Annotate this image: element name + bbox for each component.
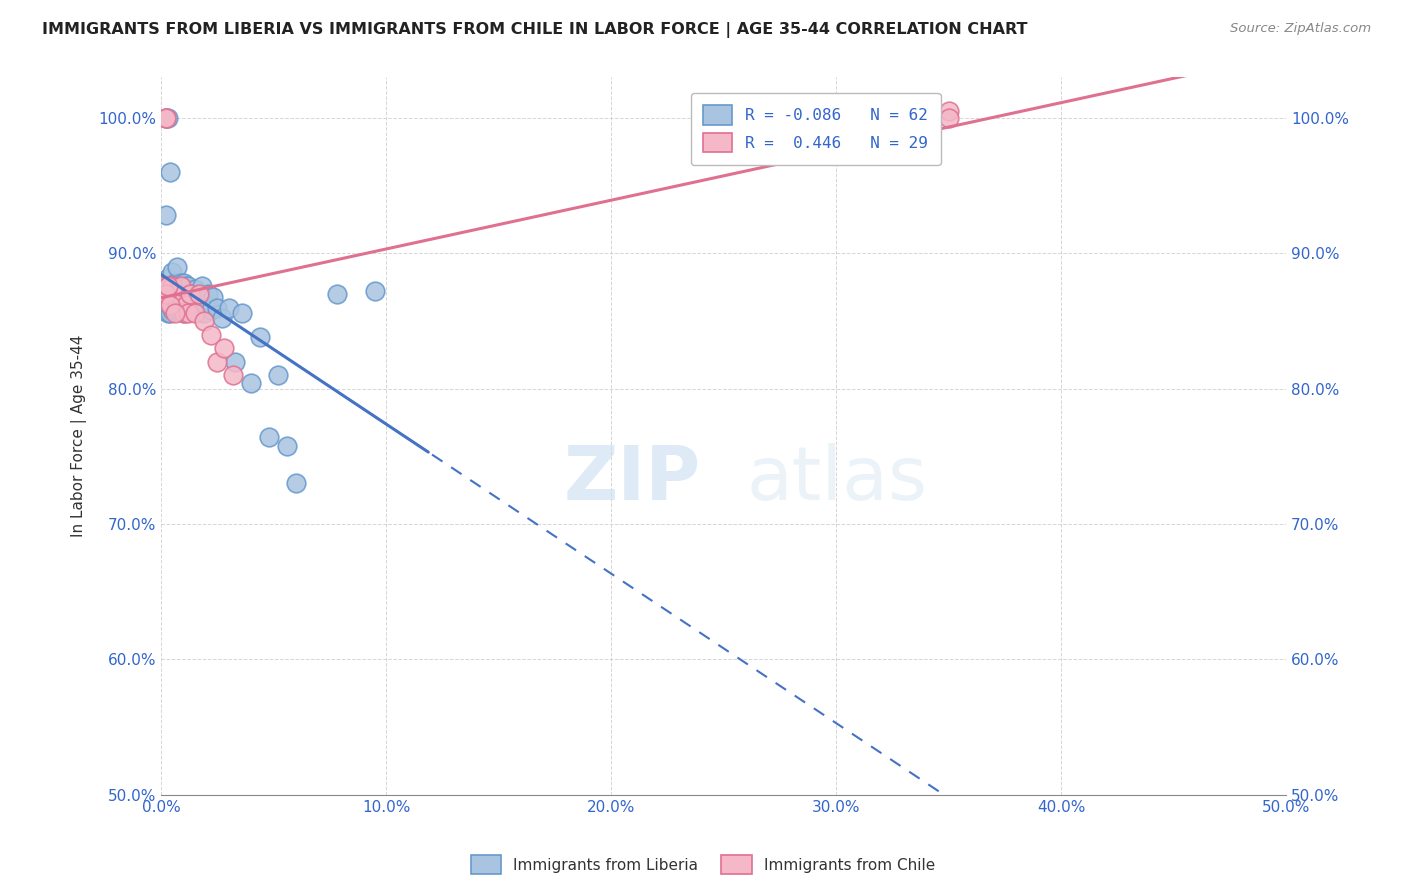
Point <box>195 298 218 312</box>
Text: ZIP: ZIP <box>564 442 702 516</box>
Point <box>155 298 177 312</box>
Point <box>156 290 179 304</box>
Point <box>170 276 193 290</box>
Point <box>938 104 960 119</box>
Point <box>163 303 186 318</box>
Point <box>170 278 193 293</box>
Point <box>167 281 190 295</box>
Point <box>240 376 263 391</box>
Y-axis label: In Labor Force | Age 35-44: In Labor Force | Age 35-44 <box>72 334 87 537</box>
Point <box>207 301 229 315</box>
Point <box>224 354 246 368</box>
Point <box>190 278 212 293</box>
Point <box>218 301 240 315</box>
Point <box>152 278 174 293</box>
Point <box>159 295 181 310</box>
Point <box>173 287 195 301</box>
Point <box>167 295 190 310</box>
Point <box>163 278 186 293</box>
Point <box>155 281 177 295</box>
Point <box>166 295 188 310</box>
Point <box>166 298 188 312</box>
Legend: R = -0.086   N = 62, R =  0.446   N = 29: R = -0.086 N = 62, R = 0.446 N = 29 <box>690 93 941 165</box>
Point <box>222 368 245 383</box>
Point <box>155 111 177 125</box>
Point <box>155 209 177 223</box>
Point <box>186 298 208 312</box>
Point <box>152 287 174 301</box>
Point <box>325 287 347 301</box>
Point <box>152 285 174 300</box>
Point <box>177 301 200 315</box>
Point <box>155 111 177 125</box>
Point <box>156 278 179 293</box>
Point <box>166 260 188 274</box>
Point <box>177 278 200 293</box>
Point <box>193 314 215 328</box>
Point <box>179 287 201 301</box>
Point <box>173 306 195 320</box>
Point <box>174 298 197 312</box>
Point <box>177 306 200 320</box>
Point <box>159 165 181 179</box>
Point <box>231 306 253 320</box>
Point <box>159 278 181 293</box>
Point <box>193 306 215 320</box>
Point <box>207 354 229 368</box>
Point <box>276 438 298 452</box>
Point <box>156 281 179 295</box>
Point <box>285 476 308 491</box>
Point <box>211 311 233 326</box>
Point <box>166 278 188 293</box>
Point <box>173 276 195 290</box>
Point <box>163 276 186 290</box>
Point <box>163 287 186 301</box>
Point <box>162 265 184 279</box>
Point <box>156 270 179 285</box>
Point <box>364 285 387 299</box>
Point <box>188 290 211 304</box>
Point <box>159 287 181 301</box>
Point <box>156 111 179 125</box>
Point <box>200 327 222 342</box>
Text: atlas: atlas <box>747 442 927 516</box>
Point <box>267 368 290 383</box>
Point <box>159 306 181 320</box>
Point <box>155 111 177 125</box>
Point <box>170 290 193 304</box>
Point <box>159 298 181 312</box>
Point <box>162 303 184 318</box>
Point <box>174 278 197 293</box>
Point <box>174 298 197 312</box>
Point <box>167 287 190 301</box>
Point <box>257 430 280 444</box>
Point <box>162 287 184 301</box>
Point <box>212 341 235 355</box>
Point <box>188 287 211 301</box>
Point <box>159 298 181 312</box>
Point <box>200 303 222 318</box>
Point <box>163 287 186 301</box>
Point <box>166 301 188 315</box>
Point <box>163 306 186 320</box>
Point <box>197 287 219 301</box>
Point <box>184 281 207 295</box>
Point <box>181 295 204 310</box>
Point <box>249 330 271 344</box>
Point <box>179 287 201 301</box>
Legend: Immigrants from Liberia, Immigrants from Chile: Immigrants from Liberia, Immigrants from… <box>464 849 942 880</box>
Point <box>155 287 177 301</box>
Point <box>162 278 184 293</box>
Point <box>938 111 960 125</box>
Text: Source: ZipAtlas.com: Source: ZipAtlas.com <box>1230 22 1371 36</box>
Point <box>201 290 224 304</box>
Point <box>152 303 174 318</box>
Point <box>184 306 207 320</box>
Point <box>156 278 179 293</box>
Text: IMMIGRANTS FROM LIBERIA VS IMMIGRANTS FROM CHILE IN LABOR FORCE | AGE 35-44 CORR: IMMIGRANTS FROM LIBERIA VS IMMIGRANTS FR… <box>42 22 1028 38</box>
Point <box>173 306 195 320</box>
Point <box>162 278 184 293</box>
Point <box>156 306 179 320</box>
